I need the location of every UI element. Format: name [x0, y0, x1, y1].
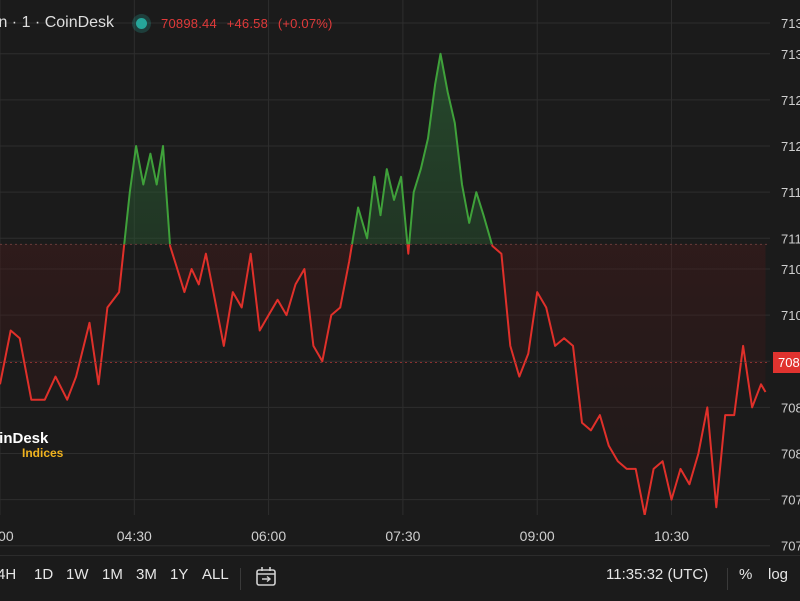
y-tick-label-3: 712	[781, 139, 800, 154]
y-tick-label-1: 713	[781, 47, 800, 62]
range-4h-button[interactable]: 4H	[0, 566, 17, 583]
range-1m-button[interactable]: 1M	[102, 566, 123, 583]
watermark-main: oinDesk	[0, 430, 49, 447]
watermark-sub: Indices	[22, 446, 64, 460]
x-tick-label-5: 10:30	[654, 528, 689, 544]
y-tick-label-9: 708	[781, 400, 800, 415]
log-scale-button[interactable]: log	[768, 566, 789, 583]
y-tick-label-11: 707	[781, 493, 800, 508]
price-series	[0, 52, 767, 515]
utc-clock[interactable]: 11:35:32 (UTC)	[606, 566, 709, 583]
price-change: +46.58	[226, 15, 269, 31]
x-tick-label-2: 06:00	[251, 528, 286, 544]
price-line-down	[0, 244, 767, 515]
y-tick-label-7: 710	[781, 308, 800, 323]
x-tick-label-4: 09:00	[520, 528, 555, 544]
percent-scale-button[interactable]: %	[739, 566, 753, 583]
y-tick-label-0: 713	[781, 16, 800, 31]
y-tick-label-4: 711	[781, 185, 800, 200]
range-1y-button[interactable]: 1Y	[170, 566, 189, 583]
market-status-icon	[136, 17, 148, 29]
y-axis: 713713712712711711710710709708708707707	[781, 16, 800, 554]
y-tick-label-2: 712	[781, 93, 800, 108]
x-tick-label-1: 04:30	[117, 528, 152, 544]
area-below-baseline	[0, 244, 766, 515]
symbol-title: oin · 1 · CoinDesk	[0, 14, 115, 31]
price-line-up	[123, 52, 493, 245]
quote-values: 70898.44 +46.58 (+0.07%)	[161, 16, 339, 31]
date-range-icon[interactable]	[253, 564, 279, 590]
y-tick-label-10: 708	[781, 447, 800, 462]
chart-legend: oin · 1 · CoinDesk 70898.44 +46.58 (+0.0…	[0, 12, 339, 34]
bottom-toolbar: 4H 1D 1W 1M 3M 1Y ALL 11:35:32 (UTC) % l…	[0, 555, 800, 601]
range-3m-button[interactable]: 3M	[136, 566, 157, 583]
last-price: 70898.44	[161, 15, 217, 31]
toolbar-divider	[240, 568, 241, 590]
price-chart[interactable]: 713713712712711711710710709708708707707 …	[0, 0, 800, 555]
x-tick-label-0: 3:00	[0, 528, 14, 544]
y-tick-label-5: 711	[781, 231, 800, 246]
y-tick-label-6: 710	[781, 262, 800, 277]
area-above-baseline	[124, 53, 492, 245]
range-1w-button[interactable]: 1W	[66, 566, 89, 583]
coindesk-watermark: oinDesk Indices	[0, 430, 63, 460]
range-1d-button[interactable]: 1D	[34, 566, 54, 583]
toolbar-divider-right	[727, 568, 728, 590]
x-axis: 3:00 04:30 06:00 07:30 09:00 10:30	[0, 528, 689, 544]
y-tick-label-12: 707	[781, 539, 800, 554]
current-price-tag: 708	[773, 352, 800, 374]
price-change-percent: (+0.07%)	[277, 15, 333, 31]
range-all-button[interactable]: ALL	[202, 566, 229, 583]
x-tick-label-3: 07:30	[385, 528, 420, 544]
